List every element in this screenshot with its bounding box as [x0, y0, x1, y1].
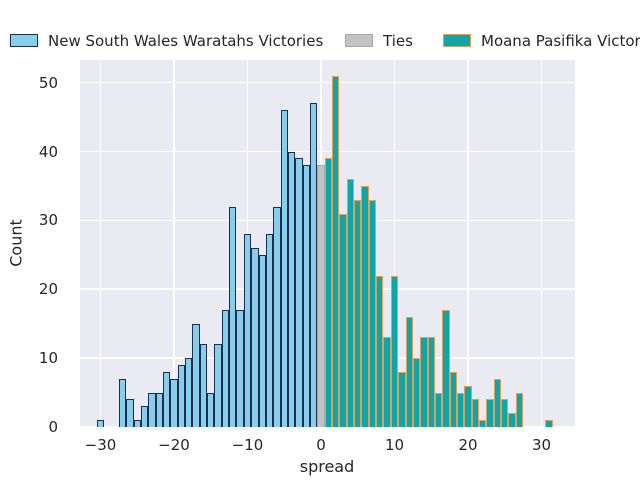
histogram-bar [361, 186, 369, 427]
histogram-bar [207, 392, 215, 427]
histogram-bar [545, 420, 553, 427]
histogram-bar [339, 213, 347, 427]
histogram-bar [332, 75, 340, 427]
legend-entry-waratahs: New South Wales Waratahs Victories [10, 31, 324, 50]
histogram-bar [229, 206, 237, 427]
legend-swatch-ties [345, 34, 373, 47]
histogram-bar [324, 158, 333, 427]
legend-label-moana: Moana Pasifika Victories [481, 31, 640, 50]
y-axis-label: Count [6, 219, 26, 267]
histogram-bar [126, 399, 134, 427]
histogram-bar [221, 309, 230, 427]
histogram-bar [258, 254, 266, 427]
histogram-bar [185, 358, 193, 427]
histogram-bar [148, 392, 156, 427]
histogram-bar [280, 110, 288, 427]
legend-entry-ties: Ties [345, 31, 413, 50]
v-gridline [99, 60, 102, 427]
histogram-bar [434, 392, 443, 427]
histogram-bar [412, 358, 421, 427]
x-axis-label: spread [299, 457, 355, 476]
y-tick-label: 50 [38, 73, 58, 92]
plot-area [80, 60, 575, 428]
legend-entry-moana: Moana Pasifika Victories [443, 31, 640, 50]
histogram-bar [449, 371, 457, 427]
histogram-bar [442, 309, 450, 427]
histogram-bar [456, 392, 465, 427]
histogram-bar [383, 337, 391, 427]
histogram-bar [265, 234, 274, 427]
histogram-bar [420, 337, 428, 427]
h-gridline [80, 81, 575, 84]
y-tick-label: 20 [38, 280, 58, 299]
x-tick-label: 20 [458, 436, 478, 454]
v-gridline [467, 60, 469, 427]
histogram-bar [302, 165, 310, 427]
x-tick-label: 10 [384, 436, 405, 454]
histogram-bar [390, 275, 399, 427]
histogram-bar [405, 316, 413, 427]
x-tick-label: −10 [231, 436, 264, 454]
histogram-bar [177, 365, 186, 427]
histogram-bar [162, 371, 171, 427]
histogram-bar [287, 151, 296, 427]
histogram-bar [464, 385, 472, 427]
histogram-bar [398, 371, 406, 427]
histogram-bar [251, 247, 259, 427]
v-gridline [540, 60, 543, 427]
x-tick-label: −20 [158, 436, 190, 454]
histogram-bar [199, 344, 208, 427]
legend-swatch-moana [443, 34, 471, 47]
histogram-bar [376, 275, 384, 427]
histogram-bar [155, 392, 163, 427]
histogram-bar [493, 378, 502, 427]
histogram-bar [501, 399, 509, 427]
histogram-bar [346, 179, 355, 427]
histogram-bar [515, 392, 524, 427]
histogram-bar [214, 344, 222, 427]
histogram-bar [170, 378, 178, 427]
h-gridline [80, 150, 575, 153]
histogram-bar [309, 103, 318, 427]
x-tick-label: −30 [84, 436, 117, 454]
histogram-bar [243, 234, 252, 427]
y-tick-label: 40 [38, 142, 58, 161]
histogram-bar [317, 165, 325, 427]
histogram-bar [479, 420, 487, 427]
y-tick-label: 10 [38, 349, 58, 368]
histogram-bar [471, 399, 480, 427]
histogram-bar [273, 206, 281, 427]
histogram-bar [354, 199, 362, 427]
v-gridline [393, 60, 396, 427]
histogram-bar [508, 413, 516, 427]
legend-label-ties: Ties [383, 31, 413, 50]
histogram-bar [133, 420, 141, 427]
v-gridline [173, 60, 175, 427]
legend-label-waratahs: New South Wales Waratahs Victories [48, 31, 324, 50]
histogram-bar [96, 420, 105, 427]
histogram-bar [192, 323, 200, 427]
histogram-bar [368, 199, 377, 427]
histogram-bar [140, 406, 149, 427]
histogram-bar [236, 309, 244, 427]
y-tick-label: 0 [48, 418, 58, 436]
legend-swatch-waratahs [10, 34, 38, 47]
x-tick-label: 30 [531, 436, 552, 454]
x-tick-label: 0 [316, 436, 326, 454]
histogram-bar [295, 158, 303, 427]
histogram-bar [486, 399, 494, 427]
histogram-bar [118, 378, 127, 427]
histogram-bar [427, 337, 435, 427]
y-tick-label: 30 [38, 211, 58, 230]
